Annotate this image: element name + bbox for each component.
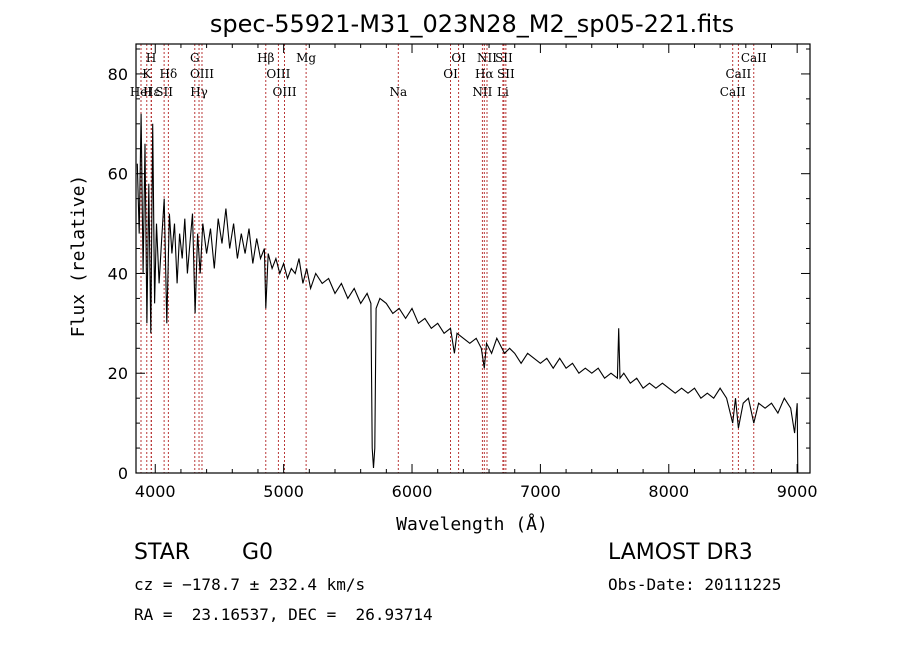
object-subclass: G0 — [242, 540, 274, 565]
spectral-line-label: OI — [451, 51, 466, 65]
spectral-line-label: Hδ — [160, 67, 178, 81]
spectral-line-label: Hγ — [190, 85, 208, 99]
spectral-line-label: SII — [497, 67, 515, 81]
y-tick-label: 60 — [108, 165, 128, 184]
survey-name: LAMOST DR3 — [608, 540, 753, 565]
y-tick-label: 0 — [118, 464, 128, 483]
y-axis-label: Flux (relative) — [68, 175, 89, 338]
chart-title: spec-55921-M31_023N28_M2_sp05-221.fits — [210, 10, 734, 38]
x-tick-label: 8000 — [648, 482, 689, 501]
y-axis: 0 20 40 60 80 — [108, 48, 810, 483]
plot-frame — [135, 43, 811, 474]
x-tick-label: 5000 — [263, 482, 304, 501]
spectral-line-label: K — [142, 67, 152, 81]
spectral-line-label: SII — [155, 85, 173, 99]
spectral-line-markers — [140, 44, 755, 473]
x-tick-label: 9000 — [777, 482, 818, 501]
spectral-line-label: Li — [497, 85, 509, 99]
spectral-line-label: H — [146, 51, 156, 65]
spectral-line-label: OIII — [190, 67, 214, 81]
coordinates: RA = 23.16537, DEC = 26.93714 — [134, 605, 433, 624]
spectrum-line — [136, 113, 799, 474]
y-tick-label: 20 — [108, 364, 128, 383]
spectral-line-label: HeI — [130, 85, 153, 99]
spectral-line-label: OIII — [273, 85, 297, 99]
x-tick-label: 6000 — [392, 482, 433, 501]
spectral-line-label: OI — [443, 67, 458, 81]
spectral-line-label: OIII — [266, 67, 290, 81]
redshift-velocity: cz = −178.7 ± 232.4 km/s — [134, 575, 366, 594]
x-tick-label: 4000 — [135, 482, 176, 501]
object-class: STAR — [134, 540, 191, 565]
spectral-line-label: SII — [495, 51, 513, 65]
spectral-line-label: CaII — [725, 67, 751, 81]
spectral-line-label: Na — [389, 85, 407, 99]
spectral-line-label: NII — [472, 85, 492, 99]
x-axis: 4000 5000 6000 7000 8000 9000 — [135, 44, 818, 501]
y-tick-label: 40 — [108, 264, 128, 283]
y-tick-label: 80 — [108, 65, 128, 84]
spectral-line-label: CaII — [741, 51, 767, 65]
spectral-line-label: Hα — [475, 67, 494, 81]
x-tick-label: 7000 — [520, 482, 561, 501]
spectral-line-label: CaII — [720, 85, 746, 99]
x-axis-label: Wavelength (Å) — [396, 513, 548, 535]
spectral-line-label: Hε — [143, 85, 160, 99]
spectral-line-label: NII — [477, 51, 497, 65]
observation-date: Obs-Date: 20111225 — [608, 575, 782, 594]
spectral-line-label: Mg — [296, 51, 316, 65]
spectral-line-label: G — [190, 51, 200, 65]
spectral-line-label: Hβ — [257, 51, 274, 65]
